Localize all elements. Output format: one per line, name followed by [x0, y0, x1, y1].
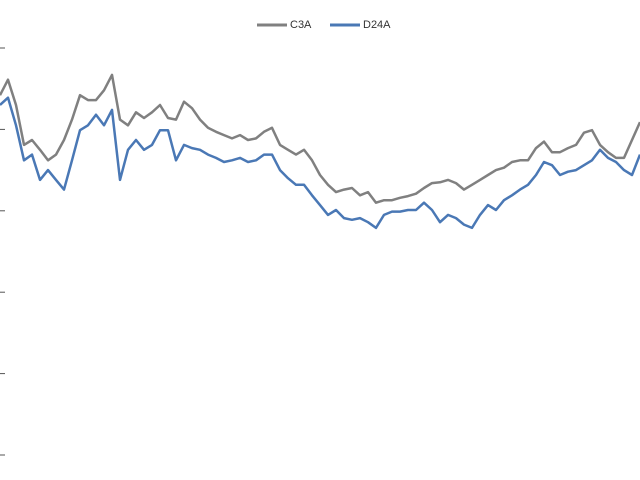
- series-line: [0, 96, 640, 230]
- series-line: [0, 73, 640, 204]
- legend-label: D24A: [363, 19, 391, 31]
- legend-label: C3A: [290, 19, 312, 31]
